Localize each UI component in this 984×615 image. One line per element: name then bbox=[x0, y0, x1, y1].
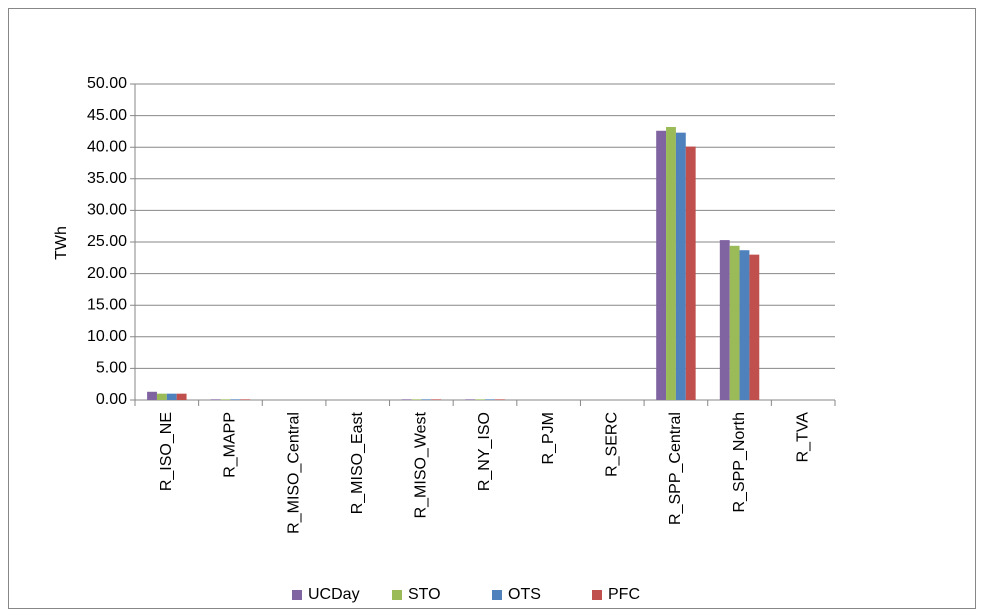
y-axis-label: TWh bbox=[53, 226, 70, 260]
x-tick-label: R_SPP_Central bbox=[667, 412, 684, 525]
bar bbox=[739, 250, 750, 400]
x-tick-label: R_SERC bbox=[603, 412, 620, 477]
bar bbox=[656, 130, 667, 400]
bar bbox=[176, 393, 187, 400]
x-tick-label: R_MISO_East bbox=[349, 411, 366, 514]
bar bbox=[666, 126, 676, 400]
legend-label: OTS bbox=[508, 586, 541, 603]
x-tick-label: R_PJM bbox=[540, 412, 557, 464]
y-tick-label: 20.00 bbox=[87, 265, 127, 282]
bar bbox=[485, 399, 495, 400]
legend-label: UCDay bbox=[308, 586, 360, 603]
bar bbox=[240, 399, 251, 400]
legend-swatch bbox=[492, 590, 502, 600]
x-tick-label: R_MAPP bbox=[222, 412, 239, 478]
bar bbox=[166, 393, 177, 400]
y-tick-label: 50.00 bbox=[87, 75, 127, 92]
x-tick-label: R_NY_ISO bbox=[476, 412, 493, 491]
legend-label: STO bbox=[408, 586, 441, 603]
bar bbox=[401, 399, 412, 400]
bar bbox=[156, 393, 167, 400]
bar bbox=[421, 399, 432, 400]
bar bbox=[749, 254, 760, 400]
y-tick-label: 10.00 bbox=[87, 328, 127, 345]
bar bbox=[729, 245, 740, 400]
x-tick-label: R_TVA bbox=[794, 412, 811, 463]
y-tick-label: 35.00 bbox=[87, 170, 127, 187]
chart-border bbox=[8, 8, 976, 609]
legend-swatch bbox=[292, 590, 302, 600]
bar bbox=[147, 391, 157, 400]
x-tick-label: R_ISO_NE bbox=[158, 412, 175, 491]
y-tick-label: 15.00 bbox=[87, 296, 127, 313]
bar bbox=[210, 399, 221, 400]
bar bbox=[431, 399, 442, 400]
bar bbox=[719, 240, 730, 400]
y-tick-label: 5.00 bbox=[96, 360, 127, 377]
x-tick-label: R_MISO_Central bbox=[285, 412, 302, 534]
bar bbox=[675, 132, 686, 400]
bar bbox=[465, 399, 476, 400]
y-tick-label: 0.00 bbox=[96, 391, 127, 408]
legend-swatch bbox=[592, 590, 602, 600]
bar bbox=[494, 399, 505, 400]
legend-swatch bbox=[392, 590, 402, 600]
y-tick-label: 30.00 bbox=[87, 202, 127, 219]
bar bbox=[685, 146, 696, 400]
x-tick-label: R_MISO_West bbox=[413, 411, 430, 518]
bar bbox=[230, 399, 241, 400]
bar bbox=[475, 399, 485, 400]
x-tick-label: R_SPP_North bbox=[731, 412, 748, 513]
bar bbox=[411, 399, 422, 400]
y-tick-label: 45.00 bbox=[87, 107, 127, 124]
y-tick-label: 40.00 bbox=[87, 138, 127, 155]
y-tick-label: 25.00 bbox=[87, 233, 127, 250]
legend-label: PFC bbox=[608, 586, 640, 603]
bar bbox=[220, 399, 231, 400]
